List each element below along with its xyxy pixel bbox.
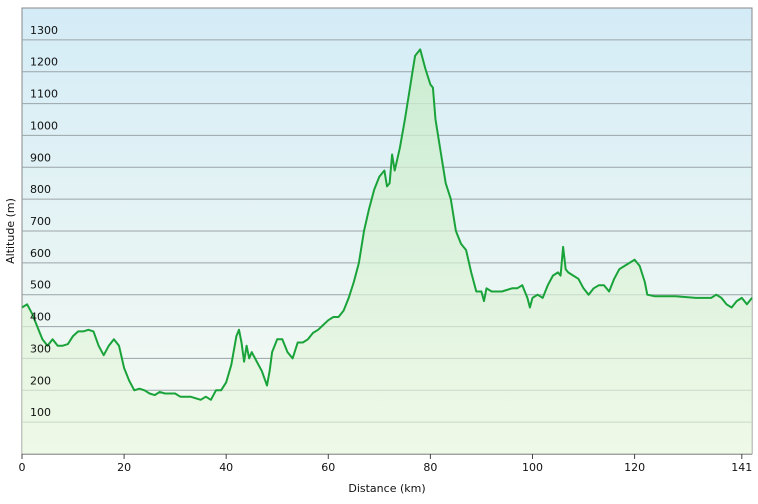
x-tick-label: 141 [731, 461, 752, 474]
y-tick-label: 700 [30, 215, 51, 228]
y-tick-label: 600 [30, 247, 51, 260]
y-tick-label: 100 [30, 406, 51, 419]
y-tick-label: 900 [30, 151, 51, 164]
x-tick-label: 80 [423, 461, 437, 474]
x-tick-label: 0 [19, 461, 26, 474]
y-tick-label: 500 [30, 279, 51, 292]
y-tick-label: 1000 [30, 119, 58, 132]
x-tick-label: 40 [219, 461, 233, 474]
y-tick-label: 200 [30, 374, 51, 387]
x-tick-label: 20 [117, 461, 131, 474]
y-tick-label: 400 [30, 311, 51, 324]
x-axis-label: Distance (km) [348, 482, 425, 495]
y-tick-label: 1200 [30, 56, 58, 69]
x-tick-label: 100 [522, 461, 543, 474]
x-tick-label: 60 [321, 461, 335, 474]
area-fill [22, 49, 752, 455]
y-axis-label: Altitude (m) [4, 198, 17, 264]
elevation-line [21, 48, 753, 401]
y-tick-label: 300 [30, 342, 51, 355]
y-tick-label: 1300 [30, 24, 58, 37]
y-tick-label: 800 [30, 183, 51, 196]
y-tick-label: 1100 [30, 88, 58, 101]
x-tick-label: 120 [624, 461, 645, 474]
